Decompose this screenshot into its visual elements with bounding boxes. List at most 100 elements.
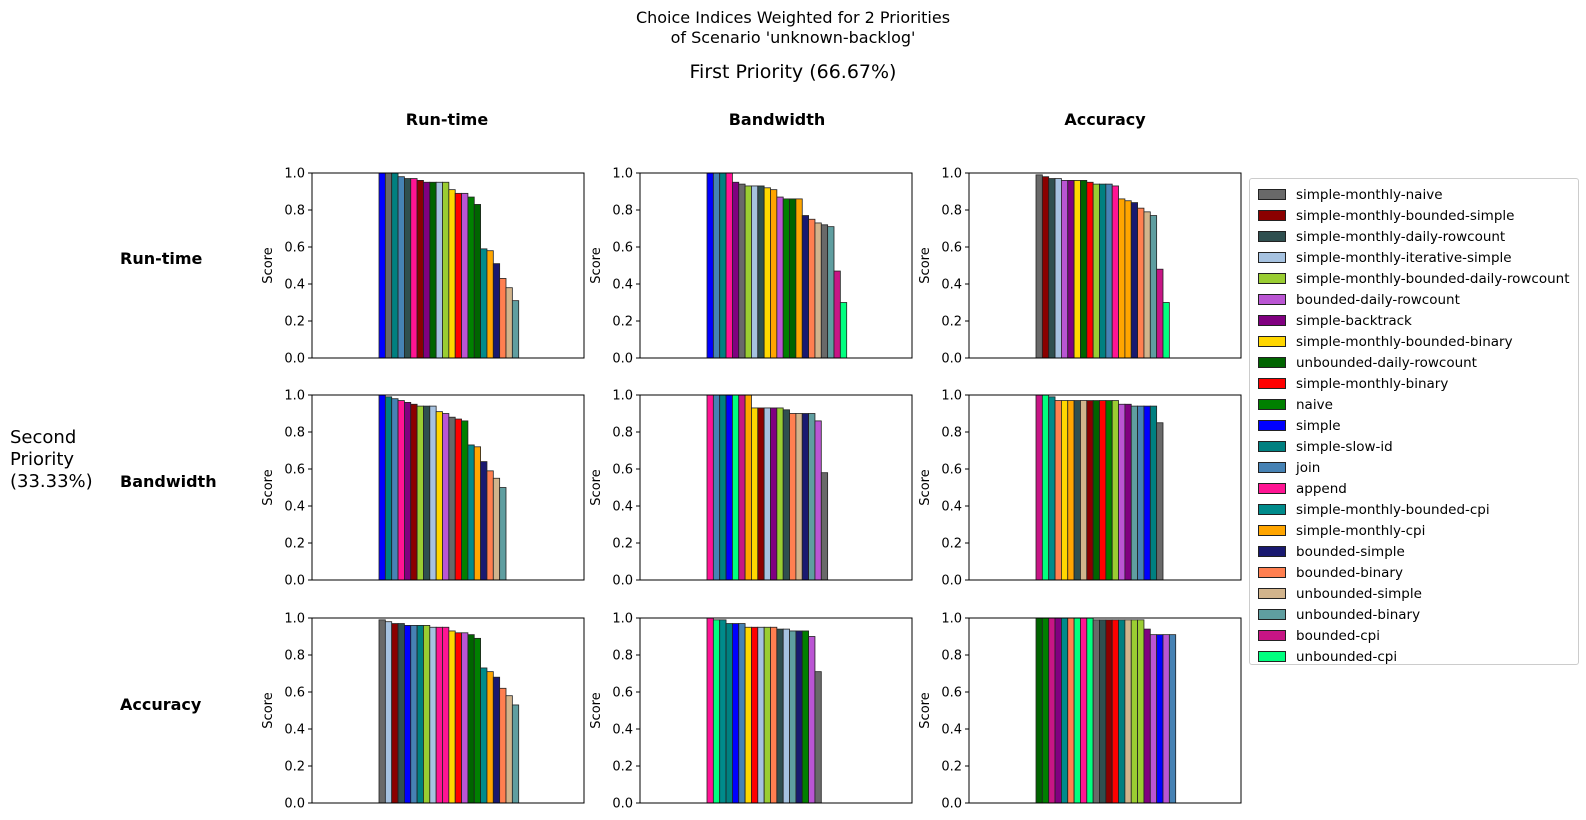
y-tick-label: 0.2 bbox=[612, 315, 633, 330]
bar-unbounded-simple bbox=[492, 477, 501, 581]
bar-bounded-daily-rowcount bbox=[1162, 634, 1170, 804]
legend-item-bounded-cpi: bounded-cpi bbox=[1258, 625, 1578, 646]
bar-unbounded-daily-rowcount bbox=[1035, 617, 1043, 804]
bar-unbounded-daily-rowcount bbox=[467, 634, 475, 804]
legend-label: simple-monthly-naive bbox=[1296, 186, 1443, 203]
y-tick-label: 0.6 bbox=[612, 463, 633, 478]
bar-bounded-daily-rowcount bbox=[1061, 180, 1069, 359]
legend-item-unbounded-binary: unbounded-binary bbox=[1258, 604, 1578, 625]
bar-naive bbox=[801, 630, 809, 804]
chart-panel-run-time-by-run-time: 0.0 0.2 0.4 0.6 0.8 1.0 Score bbox=[261, 167, 585, 367]
bar-simple-monthly-daily-rowcount bbox=[423, 405, 431, 581]
bar-simple-backtrack bbox=[1054, 617, 1062, 804]
bar-bounded-daily-rowcount bbox=[814, 420, 822, 581]
legend-item-unbounded-simple: unbounded-simple bbox=[1258, 583, 1578, 604]
bar-simple-monthly-daily-rowcount bbox=[776, 628, 784, 804]
bar-unbounded-cpi bbox=[1041, 394, 1050, 581]
y-tick-label: 0.2 bbox=[284, 315, 305, 330]
bar-unbounded-binary bbox=[789, 630, 797, 804]
bar-bounded-simple bbox=[1130, 202, 1138, 359]
legend-item-simple-slow-id: simple-slow-id bbox=[1258, 436, 1578, 457]
bar-simple-monthly-bounded-simple bbox=[391, 623, 399, 804]
bar-simple bbox=[732, 623, 740, 804]
bar-simple-monthly-bounded-daily-rowcount bbox=[763, 626, 771, 804]
legend-item-simple-monthly-binary: simple-monthly-binary bbox=[1258, 373, 1578, 394]
bar-simple-monthly-bounded-daily-rowcount bbox=[1137, 619, 1145, 804]
y-tick-label: 0.8 bbox=[612, 649, 633, 664]
bar-bounded-binary bbox=[808, 218, 816, 359]
bar-append bbox=[725, 172, 733, 359]
bar-bounded-daily-rowcount bbox=[1149, 634, 1158, 804]
bar-unbounded-daily-rowcount bbox=[1092, 400, 1100, 581]
y-tick-label: 0.6 bbox=[284, 241, 305, 256]
legend-label: simple-monthly-bounded-daily-rowcount bbox=[1296, 270, 1570, 287]
bar-simple-monthly-cpi bbox=[1118, 198, 1126, 359]
y-tick-label: 0.8 bbox=[941, 426, 962, 441]
chart-panel-accuracy-by-accuracy: 0.0 0.2 0.4 0.6 0.8 1.0 Score bbox=[918, 612, 1242, 812]
legend-label: unbounded-cpi bbox=[1296, 648, 1398, 665]
row-header-run-time: Run-time bbox=[120, 249, 203, 268]
bar-simple-monthly-naive bbox=[448, 416, 456, 581]
bar-join bbox=[712, 172, 721, 359]
bar-simple-monthly-iterative-simple bbox=[782, 628, 790, 804]
bar-unbounded-simple bbox=[505, 695, 513, 804]
legend-label: simple bbox=[1296, 417, 1341, 434]
bar-simple-monthly-iterative-simple bbox=[1054, 178, 1062, 359]
legend: simple-monthly-naive simple-monthly-bound… bbox=[1249, 178, 1579, 665]
y-tick-label: 0.2 bbox=[284, 537, 305, 552]
legend-item-simple-monthly-cpi: simple-monthly-cpi bbox=[1258, 520, 1578, 541]
bar-simple-monthly-cpi bbox=[770, 189, 778, 359]
y-tick-label: 0.4 bbox=[612, 278, 633, 293]
bar-simple-monthly-naive bbox=[820, 224, 829, 359]
axes-frame bbox=[639, 172, 913, 359]
bar-simple-monthly-bounded-daily-rowcount bbox=[416, 405, 424, 581]
bar-unbounded-daily-rowcount bbox=[429, 181, 437, 359]
y-axis-label: Score bbox=[918, 469, 933, 505]
bar-simple-monthly-iterative-simple bbox=[435, 181, 443, 359]
chart-panel-bandwidth-by-accuracy: 0.0 0.2 0.4 0.6 0.8 1.0 Score bbox=[589, 612, 913, 812]
bar-append bbox=[442, 626, 450, 804]
y-tick-label: 0.8 bbox=[284, 426, 305, 441]
bar-bounded-simple bbox=[795, 630, 803, 804]
y-tick-label: 0.6 bbox=[612, 241, 633, 256]
bar-simple-slow-id bbox=[725, 623, 733, 804]
y-axis-label: Score bbox=[918, 692, 933, 728]
bar-unbounded-cpi bbox=[839, 302, 848, 359]
bar-simple-backtrack bbox=[732, 181, 740, 359]
bar-simple-monthly-cpi bbox=[1067, 400, 1075, 581]
y-tick-label: 1.0 bbox=[284, 389, 305, 404]
bar-simple-backtrack bbox=[1067, 180, 1075, 359]
bar-simple-monthly-iterative-simple bbox=[751, 185, 759, 359]
bar-naive bbox=[473, 637, 481, 804]
legend-swatch bbox=[1258, 252, 1286, 263]
y-tick-label: 0.0 bbox=[941, 574, 962, 589]
y-tick-label: 0.4 bbox=[612, 723, 633, 738]
y-tick-label: 0.6 bbox=[284, 686, 305, 701]
y-axis-label: Score bbox=[918, 247, 933, 283]
axes-frame bbox=[311, 617, 585, 804]
legend-label: simple-monthly-daily-rowcount bbox=[1296, 228, 1506, 245]
legend-label: simple-monthly-binary bbox=[1296, 375, 1449, 392]
bar-simple-monthly-cpi bbox=[473, 446, 481, 581]
legend-swatch bbox=[1258, 273, 1286, 284]
legend-swatch bbox=[1258, 189, 1286, 200]
y-tick-label: 0.0 bbox=[612, 797, 633, 812]
legend-item-simple-monthly-bounded-cpi: simple-monthly-bounded-cpi bbox=[1258, 499, 1578, 520]
chart-panel-run-time-by-accuracy: 0.0 0.2 0.4 0.6 0.8 1.0 Score bbox=[261, 612, 585, 812]
bar-simple-monthly-bounded-cpi bbox=[467, 444, 475, 581]
chart-panel-run-time-by-bandwidth: 0.0 0.2 0.4 0.6 0.8 1.0 Score bbox=[261, 389, 585, 589]
bar-simple-monthly-binary bbox=[454, 192, 462, 359]
y-tick-label: 1.0 bbox=[941, 389, 962, 404]
bar-simple-backtrack bbox=[404, 402, 412, 581]
bar-simple-monthly-bounded-binary bbox=[763, 187, 771, 359]
legend-swatch bbox=[1258, 651, 1286, 662]
bar-simple bbox=[706, 172, 714, 359]
bar-simple-slow-id bbox=[1118, 619, 1126, 804]
bar-simple-slow-id bbox=[1099, 183, 1107, 359]
legend-item-unbounded-cpi: unbounded-cpi bbox=[1258, 646, 1578, 667]
bar-simple-monthly-daily-rowcount bbox=[404, 178, 412, 359]
legend-label: simple-monthly-bounded-binary bbox=[1296, 333, 1513, 350]
bar-simple bbox=[378, 172, 386, 359]
legend-swatch bbox=[1258, 567, 1286, 578]
bar-append bbox=[706, 394, 714, 581]
